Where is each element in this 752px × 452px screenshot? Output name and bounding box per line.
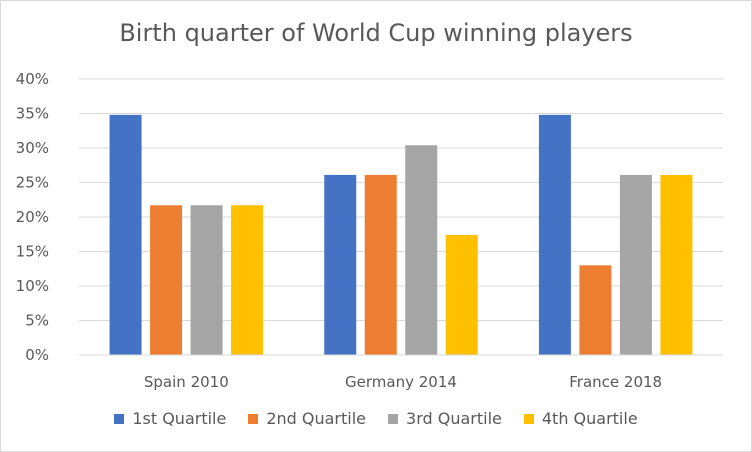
legend-label: 3rd Quartile (406, 409, 502, 428)
x-tick-label: Spain 2010 (144, 373, 229, 391)
bar-2nd-quartile-germany-2014 (364, 174, 397, 355)
legend-swatch (114, 413, 125, 424)
bar-3rd-quartile-france-2018 (619, 174, 652, 355)
x-tick-label: France 2018 (569, 373, 662, 391)
y-tick-label: 35% (16, 105, 49, 123)
bar-4th-quartile-france-2018 (660, 174, 693, 355)
y-tick-label: 25% (16, 174, 49, 192)
y-tick-label: 10% (16, 277, 49, 295)
bar-3rd-quartile-germany-2014 (405, 145, 438, 355)
bar-2nd-quartile-spain-2010 (150, 205, 183, 355)
plot-area: 0% 5% 10% 15% 20% 25% 30% 35% 40% Spain 2010 Germa… (16, 70, 723, 391)
legend-item: 4th Quartile (523, 409, 638, 428)
chart-title: Birth quarter of World Cup winning playe… (119, 19, 633, 47)
legend-label: 4th Quartile (541, 409, 638, 428)
y-tick-label: 20% (16, 208, 49, 226)
bar-1st-quartile-france-2018 (538, 114, 571, 355)
bar-4th-quartile-germany-2014 (445, 234, 478, 355)
y-tick-label: 30% (16, 139, 49, 157)
legend: 1st Quartile 2nd Quartile 3rd Quartile 4th … (1, 409, 751, 428)
legend-item: 1st Quartile (114, 409, 226, 428)
bar-2nd-quartile-france-2018 (579, 265, 612, 355)
legend-label: 2nd Quartile (266, 409, 367, 428)
legend-swatch (388, 413, 399, 424)
bar-1st-quartile-germany-2014 (324, 174, 357, 355)
legend-label: 1st Quartile (132, 409, 227, 428)
bar-1st-quartile-spain-2010 (109, 114, 142, 355)
y-tick-label: 15% (16, 243, 49, 261)
y-tick-label: 40% (16, 70, 49, 88)
bar-4th-quartile-spain-2010 (231, 205, 264, 355)
legend-item: 3rd Quartile (388, 409, 502, 428)
y-tick-label: 5% (25, 312, 49, 330)
x-tick-label: Germany 2014 (345, 373, 457, 391)
y-tick-label: 0% (25, 346, 49, 364)
legend-swatch (523, 413, 534, 424)
bar-3rd-quartile-spain-2010 (190, 205, 223, 355)
legend-item: 2nd Quartile (248, 409, 366, 428)
legend-swatch (248, 413, 259, 424)
